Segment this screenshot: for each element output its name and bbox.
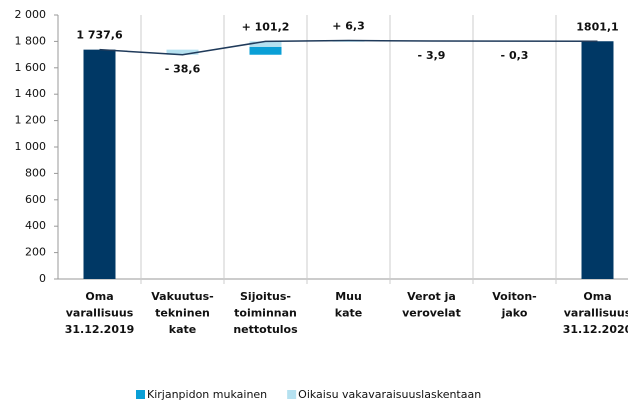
total-bar [581,41,614,280]
y-tick-label: 800 [25,166,46,179]
legend-label: Kirjanpidon mukainen [147,388,267,401]
legend-swatch [136,390,145,399]
y-tick-label: 2 000 [15,8,47,21]
y-tick-label: 400 [25,219,46,232]
y-tick-label: 200 [25,246,46,259]
x-tick-label: Muu [335,290,362,303]
legend-label: Oikaisu vakavaraisuuslaskentaan [298,388,481,401]
y-tick-label: 1 600 [15,61,47,74]
x-tick-label: jako [501,307,528,320]
y-tick-label: 0 [39,272,46,285]
x-tick-label: kate [335,307,362,320]
y-tick-label: 1 000 [15,140,47,153]
total-label: 1801,1 [576,20,618,33]
x-tick-label: tekninen [155,307,210,320]
change-segment [166,49,199,55]
change-segment [249,46,282,55]
level-line [99,39,598,56]
x-tick-label: Verot ja [407,290,456,303]
x-tick-label: kate [169,323,196,336]
y-tick-label: 1 800 [15,34,47,47]
change-label: + 6,3 [332,20,365,33]
total-label: 1 737,6 [76,29,123,42]
x-tick-label: nettotulos [233,323,298,336]
change-label: - 3,9 [418,49,446,62]
change-segment [249,41,282,47]
y-tick-label: 1 400 [15,87,47,100]
x-tick-label: varallisuus [66,307,134,320]
x-tick-label: Vakuutus- [151,290,214,303]
total-bar [83,49,116,280]
x-tick-label: verovelat [402,307,461,320]
x-tick-label: 31.12.2020 [563,323,628,336]
x-tick-label: Voiton- [492,290,536,303]
legend-swatch [287,390,297,399]
x-tick-label: Oma [85,290,113,303]
change-label: - 38,6 [165,63,201,76]
change-label: + 101,2 [242,20,290,33]
x-tick-label: varallisuus [564,307,628,320]
x-tick-label: Sijoitus- [240,290,291,303]
x-tick-label: toiminnan [234,307,297,320]
y-tick-label: 600 [25,193,46,206]
x-tick-label: Oma [583,290,611,303]
x-tick-label: 31.12.2019 [65,323,135,336]
change-label: - 0,3 [501,49,529,62]
y-tick-label: 1 200 [15,114,47,127]
